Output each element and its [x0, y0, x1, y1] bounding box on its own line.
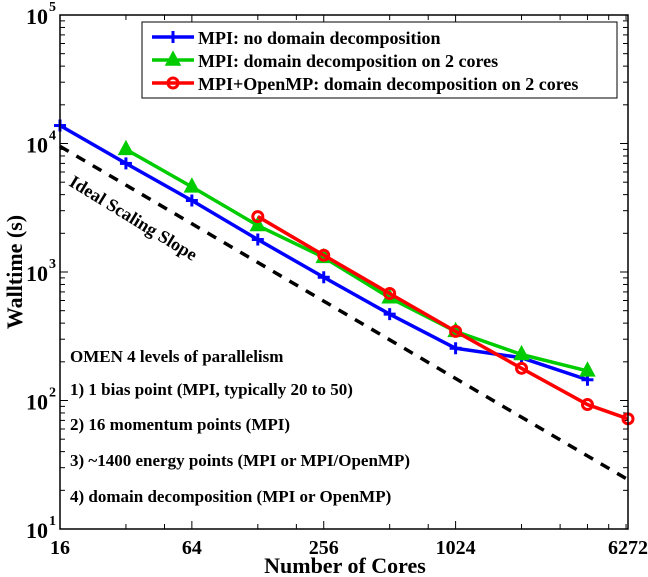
plus-marker — [449, 342, 462, 355]
y-tick-exponent: 1 — [49, 514, 56, 529]
legend-entry-mpi-openmp-dd: MPI+OpenMP: domain decomposition on 2 co… — [198, 74, 578, 94]
ideal-scaling-line — [59, 144, 629, 482]
y-tick-exponent: 2 — [49, 386, 56, 401]
y-tick-label: 10 — [26, 390, 48, 415]
series-mpi-openmp-dd-line — [256, 215, 629, 421]
x-tick-label: 6272 — [608, 537, 648, 559]
legend-swatches — [152, 31, 194, 90]
x-tick-label: 64 — [182, 537, 202, 559]
series-mpi-dd-line — [125, 147, 588, 373]
plot-frame — [59, 14, 629, 530]
info-line-1: 1) 1 bias point (MPI, typically 20 to 50… — [70, 380, 353, 399]
triangle-marker — [249, 215, 267, 232]
plus-marker — [119, 157, 132, 170]
circle-marker — [251, 210, 265, 224]
x-tick-labels: 16 64 256 1024 6272 — [50, 537, 648, 559]
ideal-scaling-layer — [59, 144, 629, 482]
y-tick-label: 10 — [26, 133, 48, 158]
triangle-marker — [513, 344, 530, 361]
plus-marker — [185, 194, 198, 207]
y-tick-label: 10 — [26, 518, 48, 543]
x-tick-label: 256 — [309, 537, 339, 559]
circle-marker — [317, 248, 331, 262]
plus-marker — [251, 233, 264, 246]
legend-entry-mpi-no-dd: MPI: no domain decomposition — [198, 28, 441, 48]
triangle-marker — [164, 50, 182, 66]
legend-swatch — [152, 31, 194, 43]
legend-entry-mpi-dd: MPI: domain decomposition on 2 cores — [198, 51, 498, 71]
x-axis-label: Number of Cores — [264, 553, 426, 577]
plus-marker — [317, 271, 330, 284]
x-tick-label: 16 — [50, 537, 70, 559]
y-tick-exponent: 4 — [49, 129, 56, 144]
triangle-marker — [117, 139, 135, 156]
y-tick-label: 10 — [26, 4, 48, 29]
triangle-marker — [183, 177, 201, 193]
y-tick-label: 10 — [26, 261, 48, 286]
legend-box — [141, 21, 618, 99]
info-line-3: 3) ~1400 energy points (MPI or MPI/OpenM… — [70, 451, 410, 470]
y-tick-exponent: 5 — [49, 0, 56, 15]
info-title: OMEN 4 levels of parallelism — [70, 347, 283, 366]
series-layer — [54, 119, 635, 426]
circle-marker — [383, 287, 397, 301]
circle-marker — [580, 398, 594, 412]
circle-marker — [166, 76, 180, 90]
legend: MPI: no domain decomposition MPI: domain… — [141, 21, 618, 99]
plus-marker — [383, 308, 396, 321]
info-line-4: 4) domain decomposition (MPI or OpenMP) — [70, 487, 391, 506]
legend-swatch — [152, 50, 194, 66]
triangle-marker — [579, 361, 596, 377]
circle-marker — [449, 324, 463, 338]
x-tick-label: 1024 — [436, 537, 476, 559]
plus-marker — [167, 31, 179, 43]
circle-marker — [515, 361, 529, 375]
legend-swatch — [152, 76, 194, 90]
y-axis-label: Walltime (s) — [2, 215, 27, 329]
info-line-2: 2) 16 momentum points (MPI) — [70, 415, 290, 434]
y-tick-exponent: 3 — [49, 257, 56, 272]
info-box: OMEN 4 levels of parallelism 1) 1 bias p… — [70, 347, 410, 506]
